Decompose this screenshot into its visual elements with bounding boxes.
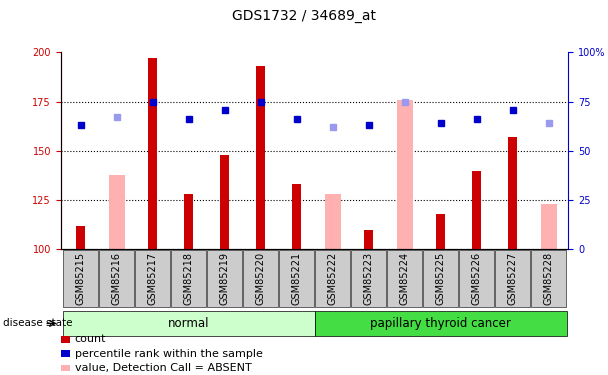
Text: disease state: disease state [3,318,72,328]
Bar [108,174,125,249]
Text: GSM85223: GSM85223 [364,252,374,305]
Text: value, Detection Call = ABSENT: value, Detection Call = ABSENT [75,363,252,373]
Text: percentile rank within the sample: percentile rank within the sample [75,349,263,358]
Text: GSM85219: GSM85219 [219,252,230,305]
Text: papillary thyroid cancer: papillary thyroid cancer [370,317,511,330]
Text: GSM85220: GSM85220 [255,252,266,305]
Text: GSM85228: GSM85228 [544,252,554,305]
Text: GSM85221: GSM85221 [292,252,302,305]
Bar [396,100,413,249]
Text: GDS1732 / 34689_at: GDS1732 / 34689_at [232,9,376,23]
Text: GSM85226: GSM85226 [472,252,482,305]
Bar [184,194,193,249]
Text: GSM85215: GSM85215 [75,252,86,305]
Bar [148,58,157,249]
Bar [325,194,340,249]
Bar [292,184,301,249]
Bar [76,226,85,249]
Text: GSM85218: GSM85218 [184,252,193,305]
Text: GSM85222: GSM85222 [328,252,337,305]
Text: GSM85227: GSM85227 [508,252,517,305]
Text: GSM85216: GSM85216 [112,252,122,305]
Text: GSM85225: GSM85225 [436,252,446,305]
Bar [364,230,373,249]
Bar [220,155,229,249]
Bar [508,137,517,249]
Text: count: count [75,334,106,344]
Text: GSM85217: GSM85217 [148,252,157,305]
Text: GSM85224: GSM85224 [399,252,410,305]
Text: normal: normal [168,317,209,330]
Bar [436,214,445,249]
Bar [541,204,557,249]
Bar [472,171,481,249]
Bar [256,66,265,249]
